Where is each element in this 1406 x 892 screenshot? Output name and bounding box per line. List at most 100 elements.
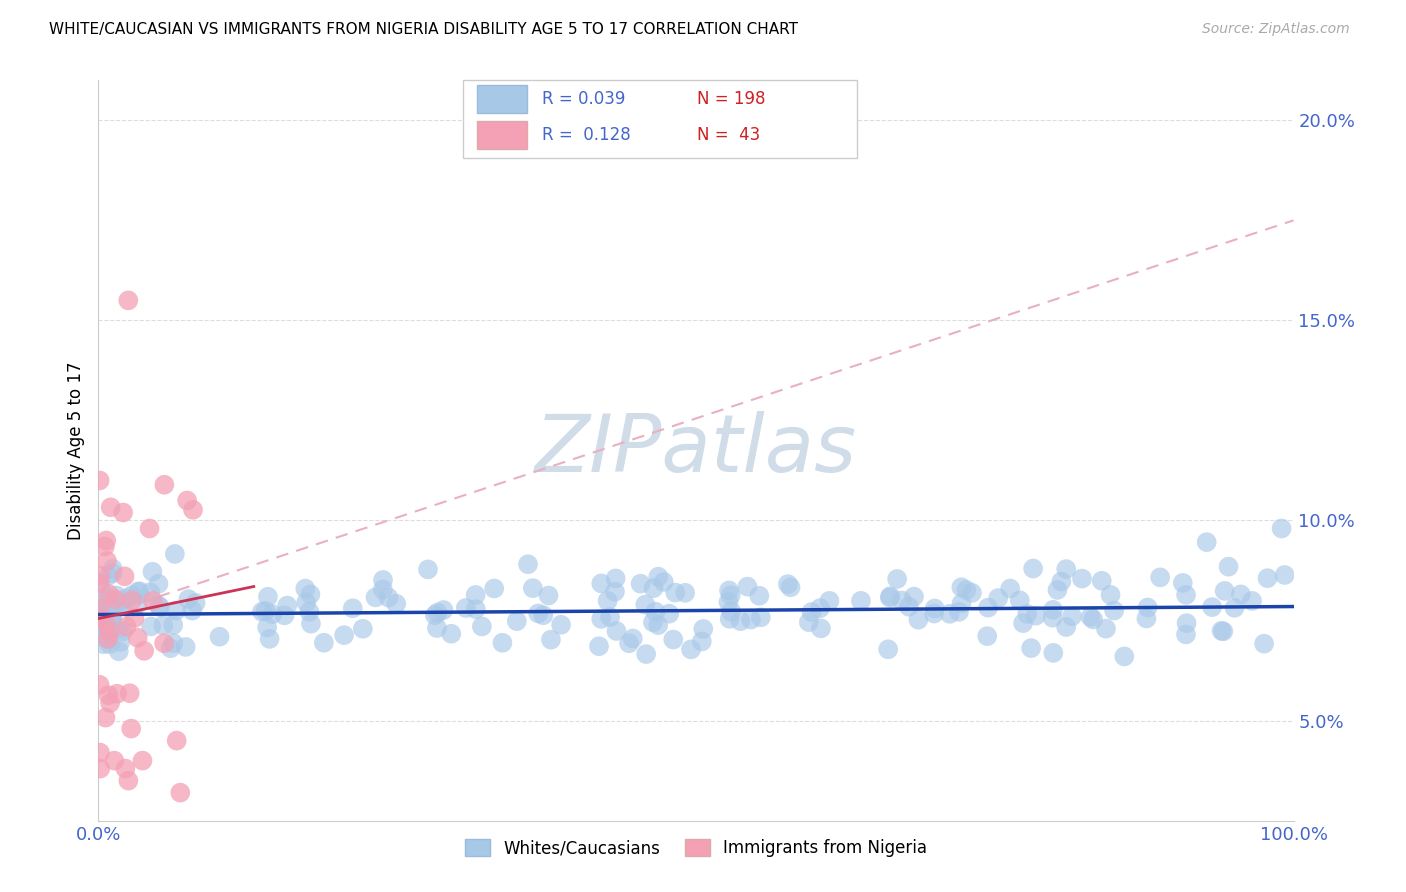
- Point: [1274, 568, 1296, 582]
- Point: [621, 632, 644, 646]
- Point: [531, 608, 554, 623]
- Point: [149, 600, 172, 615]
- Point: [139, 619, 162, 633]
- Point: [718, 583, 741, 598]
- Point: [159, 641, 181, 656]
- Point: [818, 594, 841, 608]
- Point: [1114, 649, 1136, 664]
- Point: [800, 605, 823, 619]
- Point: [142, 593, 165, 607]
- Point: [938, 607, 960, 621]
- Point: [664, 585, 686, 599]
- Point: [134, 644, 156, 658]
- Point: [165, 604, 187, 618]
- Point: [101, 609, 124, 624]
- Point: [527, 607, 550, 621]
- Point: [181, 503, 204, 517]
- Point: [114, 569, 136, 583]
- Point: [416, 562, 439, 576]
- Point: [1025, 608, 1047, 623]
- Point: [718, 612, 741, 626]
- Point: [101, 611, 124, 625]
- Point: [717, 595, 740, 609]
- Point: [114, 762, 136, 776]
- Text: ZIPatlas: ZIPatlas: [534, 411, 858, 490]
- Point: [810, 621, 832, 635]
- Point: [1102, 603, 1125, 617]
- Point: [522, 581, 544, 595]
- Point: [690, 634, 713, 648]
- Point: [120, 722, 142, 736]
- FancyBboxPatch shape: [463, 80, 858, 158]
- Point: [163, 547, 186, 561]
- Point: [1091, 574, 1114, 588]
- Point: [1042, 646, 1064, 660]
- Point: [118, 686, 141, 700]
- Point: [1253, 637, 1275, 651]
- Point: [100, 608, 122, 623]
- Point: [1042, 603, 1064, 617]
- Point: [139, 585, 162, 599]
- Point: [540, 632, 562, 647]
- Point: [1095, 622, 1118, 636]
- Point: [506, 614, 529, 628]
- Point: [1135, 611, 1157, 625]
- Point: [1136, 600, 1159, 615]
- Point: [97, 569, 120, 583]
- Point: [605, 571, 627, 585]
- Point: [162, 636, 184, 650]
- Point: [96, 596, 118, 610]
- Point: [644, 605, 666, 619]
- Point: [89, 576, 111, 591]
- Point: [662, 632, 685, 647]
- Point: [124, 611, 146, 625]
- Point: [432, 603, 454, 617]
- Point: [1223, 600, 1246, 615]
- Point: [599, 610, 621, 624]
- Point: [1099, 588, 1122, 602]
- Point: [97, 631, 120, 645]
- Point: [1211, 624, 1233, 638]
- Point: [647, 618, 669, 632]
- Point: [104, 592, 127, 607]
- Point: [922, 607, 945, 621]
- Point: [641, 615, 664, 630]
- Point: [94, 711, 117, 725]
- Point: [97, 632, 120, 646]
- Point: [371, 582, 394, 597]
- Point: [491, 636, 513, 650]
- Point: [97, 592, 120, 607]
- Point: [776, 577, 799, 591]
- Point: [141, 565, 163, 579]
- Point: [148, 576, 170, 591]
- Point: [94, 629, 117, 643]
- Point: [90, 625, 112, 640]
- Point: [1195, 535, 1218, 549]
- Text: WHITE/CAUCASIAN VS IMMIGRANTS FROM NIGERIA DISABILITY AGE 5 TO 17 CORRELATION CH: WHITE/CAUCASIAN VS IMMIGRANTS FROM NIGER…: [49, 22, 799, 37]
- Point: [90, 630, 112, 644]
- Text: N = 198: N = 198: [697, 90, 766, 108]
- Point: [1022, 561, 1045, 575]
- Point: [112, 506, 135, 520]
- Point: [333, 628, 356, 642]
- Point: [720, 605, 742, 619]
- Point: [98, 637, 121, 651]
- Point: [153, 636, 176, 650]
- Point: [591, 612, 613, 626]
- Point: [256, 620, 278, 634]
- Point: [658, 607, 681, 621]
- Point: [797, 615, 820, 630]
- Point: [105, 589, 128, 603]
- Point: [603, 584, 626, 599]
- Point: [352, 622, 374, 636]
- Point: [94, 540, 117, 554]
- Point: [115, 591, 138, 606]
- Point: [998, 582, 1021, 596]
- Point: [454, 601, 477, 615]
- Point: [177, 592, 200, 607]
- Point: [273, 608, 295, 623]
- Point: [257, 590, 280, 604]
- Point: [90, 580, 112, 594]
- Point: [630, 576, 652, 591]
- Point: [1213, 583, 1236, 598]
